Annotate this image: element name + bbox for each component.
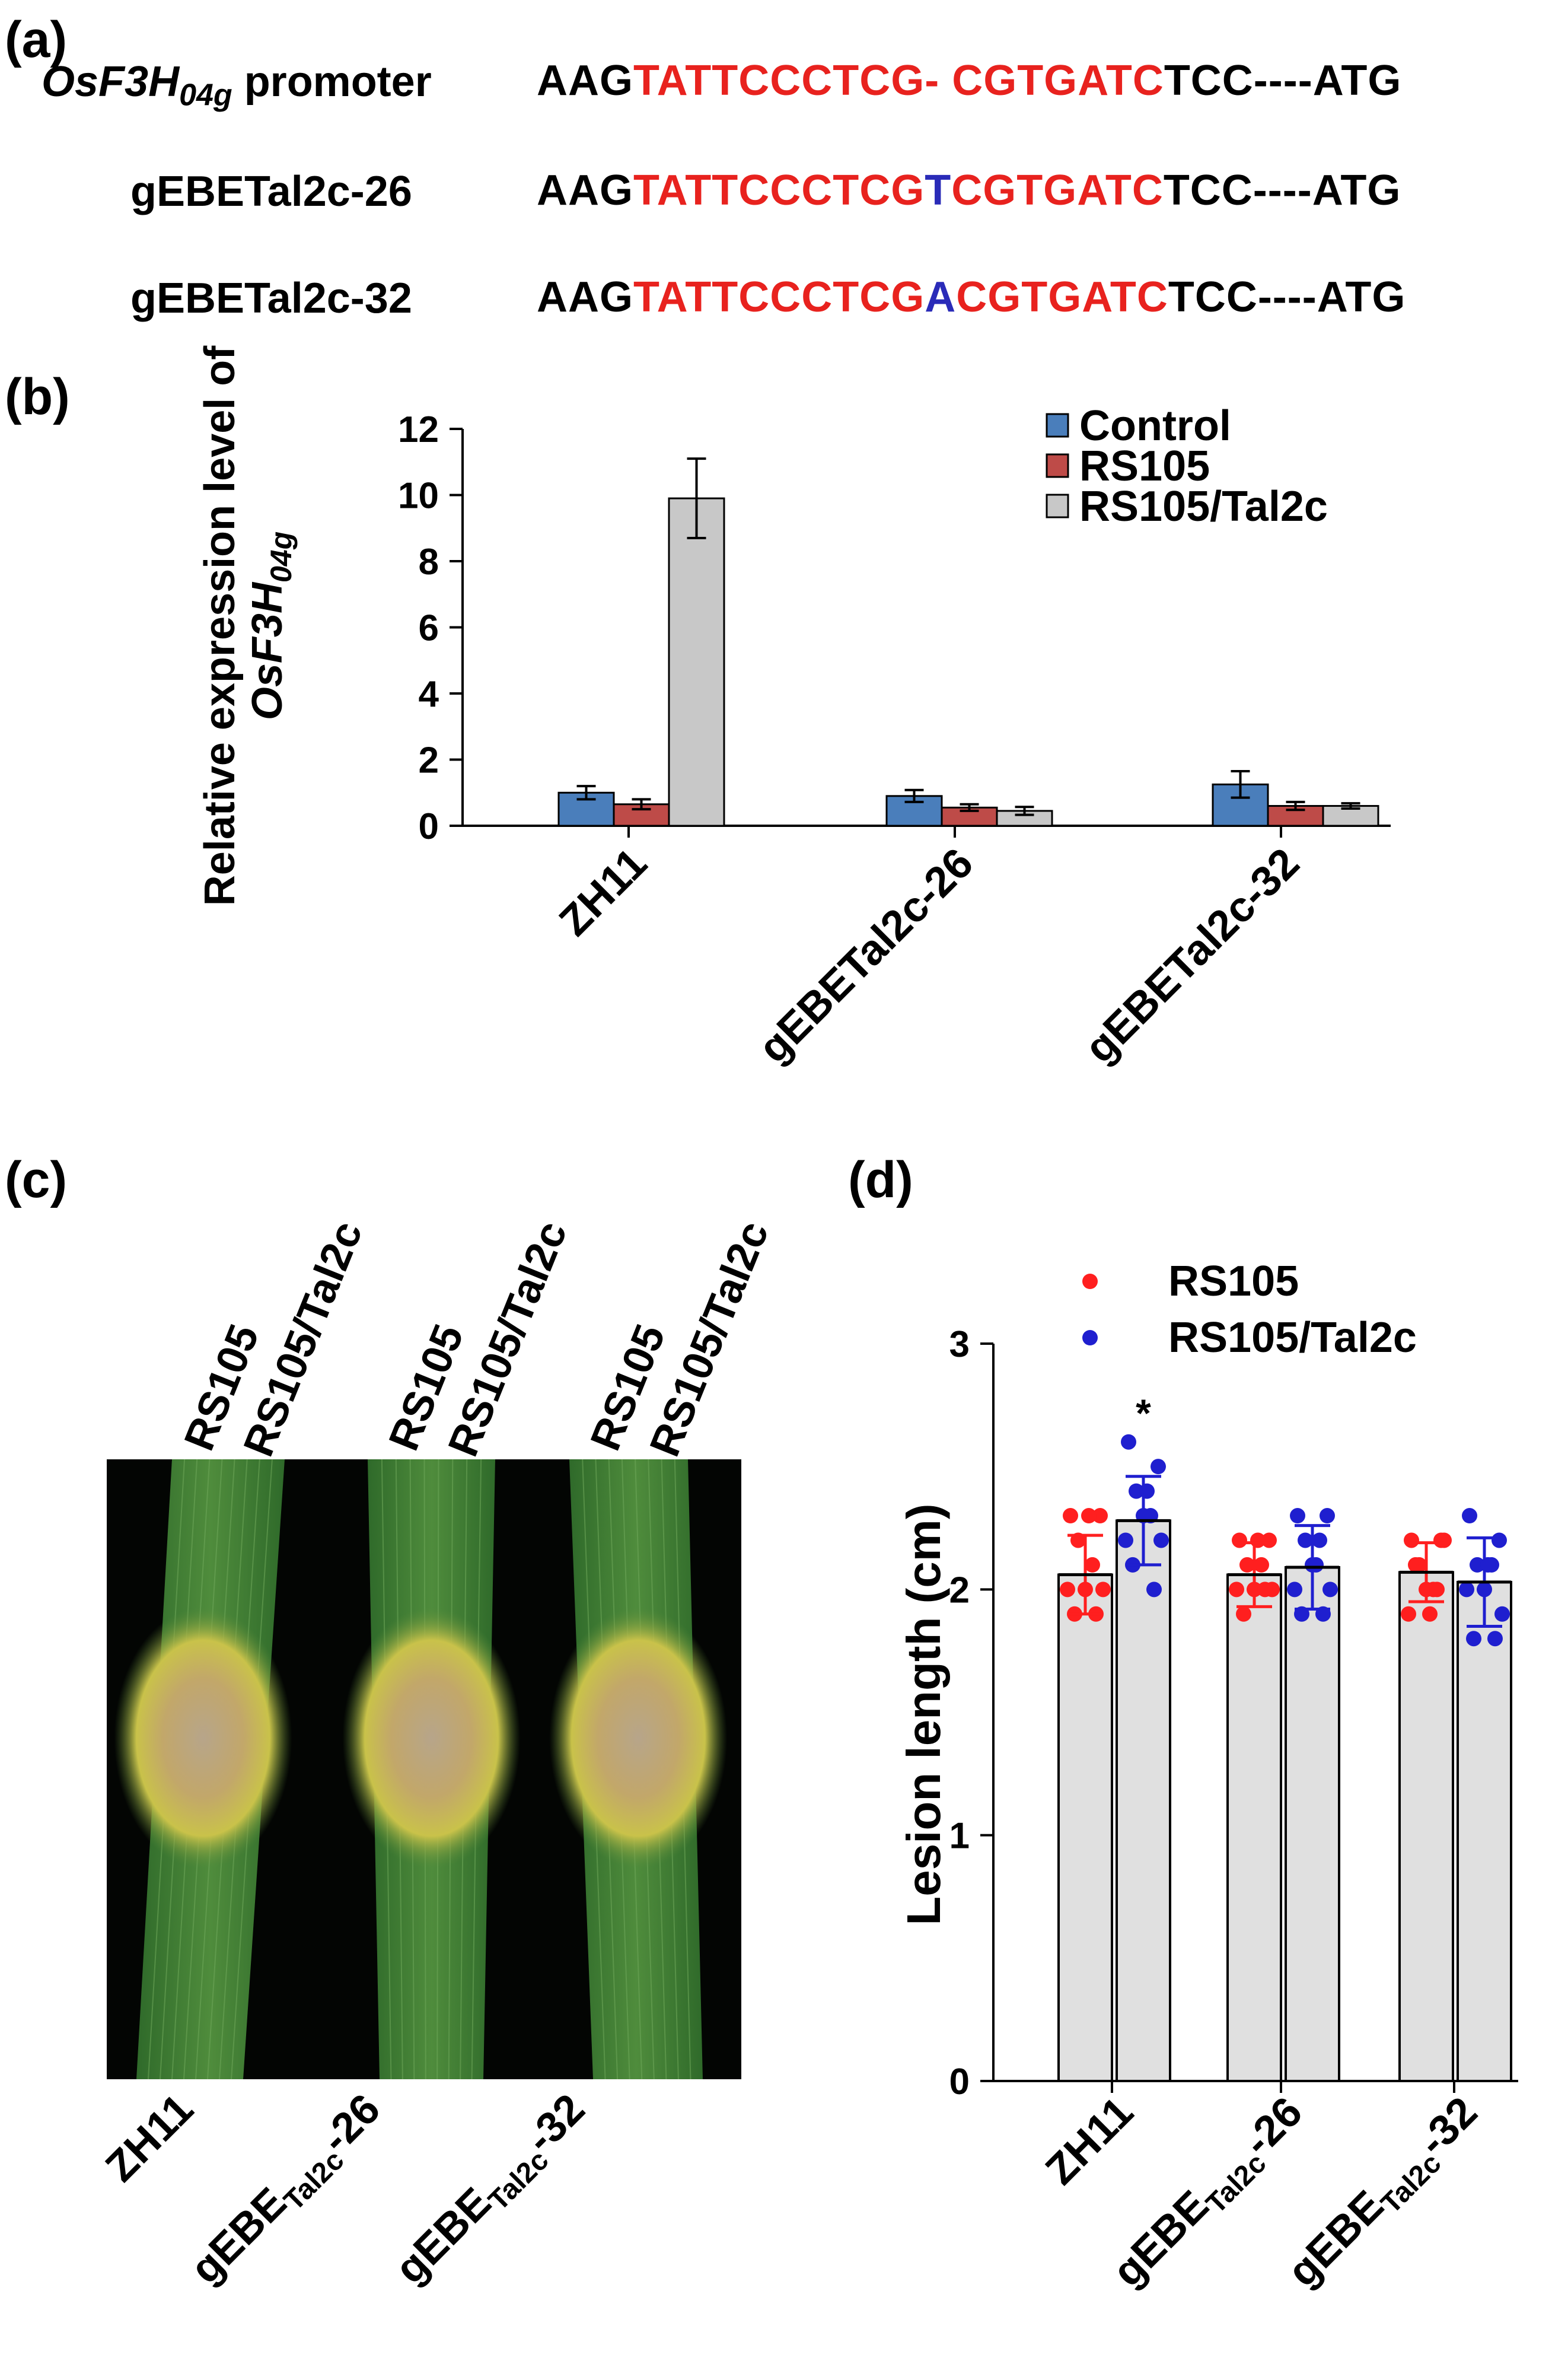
y-axis-label: Relative expression level of: [196, 345, 244, 906]
legend-swatch: [1046, 413, 1069, 438]
data-point: [1121, 1434, 1136, 1450]
data-point: [1081, 1508, 1097, 1524]
bar: [668, 497, 725, 827]
data-point: [1118, 1532, 1133, 1548]
sequence-label: gEBETal2c-26: [130, 168, 412, 215]
y-tick-label: 3: [949, 1324, 970, 1365]
data-point: [1229, 1582, 1244, 1598]
x-category-label: gEBETal2c-26: [750, 839, 982, 1072]
data-point: [1250, 1532, 1266, 1548]
lesion-length-chart: 0 1 2 3 * Lesion length (cm) RS105 RS105/Tal2c Z…: [897, 1258, 1518, 2301]
legend-label: RS105: [1168, 1258, 1299, 1305]
data-point: [1139, 1483, 1155, 1499]
y-tick-label: 6: [419, 608, 439, 649]
panel-c-letter: (c): [5, 1151, 68, 1208]
data-point: [1408, 1557, 1423, 1573]
sequence-text: AAGTATTCCCTCGTCGTGATCTCC----ATG: [537, 167, 1401, 214]
data-point: [1422, 1606, 1438, 1622]
y-tick-label: 8: [419, 542, 439, 583]
y-axis-label: Lesion length (cm): [897, 1503, 950, 1925]
x-category-label: gEBETal2c-32: [1279, 2088, 1491, 2301]
sequence-label: gEBETal2c-32: [130, 275, 412, 322]
bar: [1285, 1566, 1340, 2082]
data-point: [1459, 1582, 1474, 1598]
data-point: [1257, 1582, 1273, 1598]
data-point: [1151, 1459, 1166, 1475]
data-point: [1462, 1508, 1477, 1524]
panel-b-letter: (b): [5, 368, 70, 425]
sequence-text: AAGTATTCCCTCGACGTGATCTCC----ATG: [537, 273, 1406, 321]
legend-dot: [1082, 1274, 1098, 1289]
data-point: [1092, 1508, 1108, 1524]
data-point: [1146, 1582, 1162, 1598]
data-point: [1429, 1582, 1445, 1598]
legend-label: Control: [1079, 402, 1231, 450]
data-point: [1095, 1582, 1111, 1598]
bottom-genotype-label: gEBETal2c-26: [181, 2085, 394, 2298]
y-tick-label: 2: [949, 1570, 970, 1611]
sequence-label: OsF3H04g promoter: [42, 58, 432, 113]
data-point: [1236, 1606, 1251, 1622]
data-point: [1401, 1606, 1416, 1622]
y-tick-label: 12: [398, 409, 439, 450]
legend-dot: [1082, 1330, 1098, 1345]
y-tick-label: 2: [419, 740, 439, 781]
lesion: [549, 1608, 728, 1869]
data-point: [1129, 1483, 1144, 1499]
significance-mark: *: [1136, 1391, 1151, 1435]
data-point: [1320, 1508, 1335, 1524]
legend-swatch: [1046, 494, 1069, 518]
legend-label: RS105/Tal2c: [1079, 483, 1328, 530]
data-point: [1060, 1582, 1075, 1598]
y-tick-label: 4: [419, 674, 439, 715]
legend-swatch: [1046, 453, 1069, 478]
data-point: [1063, 1508, 1078, 1524]
expression-bar-chart: 0 2 4 6 8 10 12 ZH11 gEBETal2c-26 gEBETal2c-32 Rel…: [196, 345, 1391, 1072]
data-point: [1480, 1557, 1496, 1573]
legend-label: RS105: [1079, 443, 1210, 490]
panel-a-letter: (a): [5, 11, 68, 68]
panel-d-letter: (d): [848, 1151, 913, 1208]
data-point: [1085, 1557, 1100, 1573]
data-point: [1298, 1532, 1313, 1548]
bottom-genotype-label: gEBETal2c-32: [386, 2085, 598, 2298]
bar: [1116, 1519, 1171, 2083]
legend-label: RS105/Tal2c: [1168, 1314, 1417, 1361]
data-point: [1470, 1557, 1485, 1573]
data-point: [1494, 1606, 1510, 1622]
data-point: [1254, 1557, 1269, 1573]
x-category-label: ZH11: [550, 839, 656, 945]
y-tick-label: 1: [949, 1816, 970, 1857]
data-point: [1492, 1532, 1507, 1548]
bar: [1457, 1580, 1512, 2082]
bottom-genotype-label: ZH11: [97, 2085, 202, 2191]
data-point: [1322, 1582, 1338, 1598]
data-point: [1404, 1532, 1419, 1548]
y-axis-label-gene: OsF3H04g: [244, 532, 298, 720]
data-point: [1436, 1532, 1452, 1548]
data-point: [1290, 1508, 1305, 1524]
y-tick-label: 0: [419, 806, 439, 847]
data-point: [1487, 1631, 1503, 1647]
data-point: [1239, 1557, 1255, 1573]
data-point: [1153, 1532, 1169, 1548]
data-point: [1308, 1557, 1324, 1573]
data-point: [1232, 1532, 1247, 1548]
data-point: [1287, 1582, 1302, 1598]
x-category-label: gEBETal2c-32: [1076, 839, 1308, 1072]
y-tick-label: 10: [398, 476, 439, 517]
lesion: [342, 1608, 521, 1869]
bar: [1398, 1571, 1454, 2083]
sequence-text: AAGTATTCCCTCG- CGTGATCTCC----ATG: [537, 57, 1402, 104]
bar: [1057, 1573, 1113, 2083]
bar: [1226, 1573, 1282, 2083]
x-category-label: ZH11: [1037, 2088, 1142, 2194]
data-point: [1466, 1631, 1481, 1647]
y-tick-label: 0: [949, 2061, 970, 2102]
data-point: [1312, 1532, 1327, 1548]
lesion: [114, 1608, 292, 1869]
